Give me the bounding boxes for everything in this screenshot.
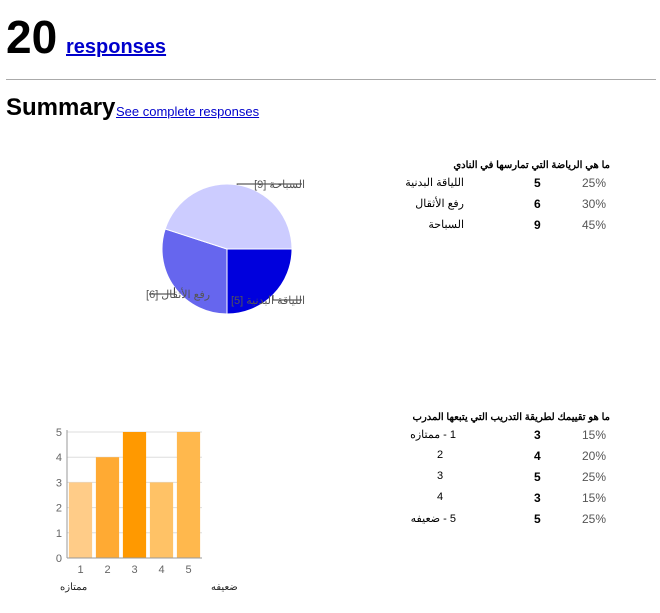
row-label: اللياقة البدنية (405, 177, 464, 189)
responses-link[interactable]: responses (66, 36, 167, 58)
row-label: رفع الأثقال (415, 198, 464, 210)
bar (122, 432, 147, 558)
bar (95, 457, 120, 558)
bar (176, 432, 201, 558)
table-row: رفع الأثقال 6 30% (400, 197, 610, 213)
table-row: 2 4 20% (400, 449, 610, 465)
row-label: 2 (437, 449, 444, 461)
row-count: 5 (534, 470, 541, 484)
question-title: ما هي الرياضة التي تمارسها في النادي (453, 160, 610, 171)
pie-leader-line (236, 183, 302, 185)
see-complete-responses-link[interactable]: See complete responses (116, 104, 260, 119)
x-tick-label: 3 (131, 564, 137, 576)
row-label: 1 - ممتازه (410, 429, 456, 441)
row-label: السباحة (428, 219, 464, 231)
summary-title: Summary (6, 94, 116, 121)
y-tick-label: 0 (56, 553, 62, 565)
row-count: 6 (534, 197, 541, 211)
row-count: 5 (534, 512, 541, 526)
bar (149, 482, 174, 558)
bar-summary-table: ما هو تقييمك لطريقة التدريب التي يتبعها … (400, 412, 610, 532)
pie-slice-label: اللياقة البدنية [5] (231, 295, 305, 307)
table-row: 5 - ضعيفه 5 25% (400, 512, 610, 528)
table-row: السباحة 9 45% (400, 218, 610, 234)
table-row: 1 - ممتازه 3 15% (400, 428, 610, 444)
low-scale-label: ممتازه (60, 582, 88, 593)
question-title: ما هو تقييمك لطريقة التدريب التي يتبعها … (412, 412, 610, 423)
x-tick-label: 2 (104, 564, 110, 576)
y-tick-label: 4 (56, 452, 62, 464)
y-tick-label: 1 (56, 528, 62, 540)
table-row: 4 3 15% (400, 491, 610, 507)
x-tick-label: 1 (77, 564, 83, 576)
row-percent: 20% (582, 449, 607, 463)
row-percent: 25% (582, 470, 607, 484)
bar (68, 482, 93, 558)
divider (6, 79, 656, 80)
row-percent: 15% (582, 428, 607, 442)
response-count: 20 (6, 11, 58, 63)
row-percent: 15% (582, 491, 607, 505)
pie-slice-label: رفع الأثقال [6] (146, 287, 210, 301)
row-percent: 30% (582, 197, 607, 211)
table-row: اللياقة البدنية 5 25% (400, 176, 610, 192)
high-scale-label: ضعيفه (211, 582, 238, 593)
row-label: 3 (437, 470, 444, 482)
row-count: 4 (534, 449, 541, 463)
x-tick-label: 5 (185, 564, 191, 576)
pie-summary-table: ما هي الرياضة التي تمارسها في النادي الل… (400, 160, 610, 240)
pie-leader-line (149, 287, 175, 295)
x-tick-label: 4 (158, 564, 164, 576)
pie-slice (161, 228, 228, 315)
y-tick-label: 5 (56, 427, 62, 439)
row-label: 4 (437, 491, 444, 503)
row-count: 5 (534, 176, 541, 190)
row-count: 3 (534, 491, 541, 505)
pie-leader-line (272, 294, 302, 301)
y-tick-label: 3 (56, 477, 62, 489)
row-count: 3 (534, 428, 541, 442)
pie-slice-label: السباحة [9] (254, 179, 305, 191)
row-percent: 25% (582, 512, 607, 526)
table-row: 3 5 25% (400, 470, 610, 486)
y-tick-label: 2 (56, 503, 62, 515)
row-percent: 25% (582, 176, 607, 190)
row-label: 5 - ضعيفه (410, 513, 456, 525)
row-percent: 45% (582, 218, 607, 232)
row-count: 9 (534, 218, 541, 232)
